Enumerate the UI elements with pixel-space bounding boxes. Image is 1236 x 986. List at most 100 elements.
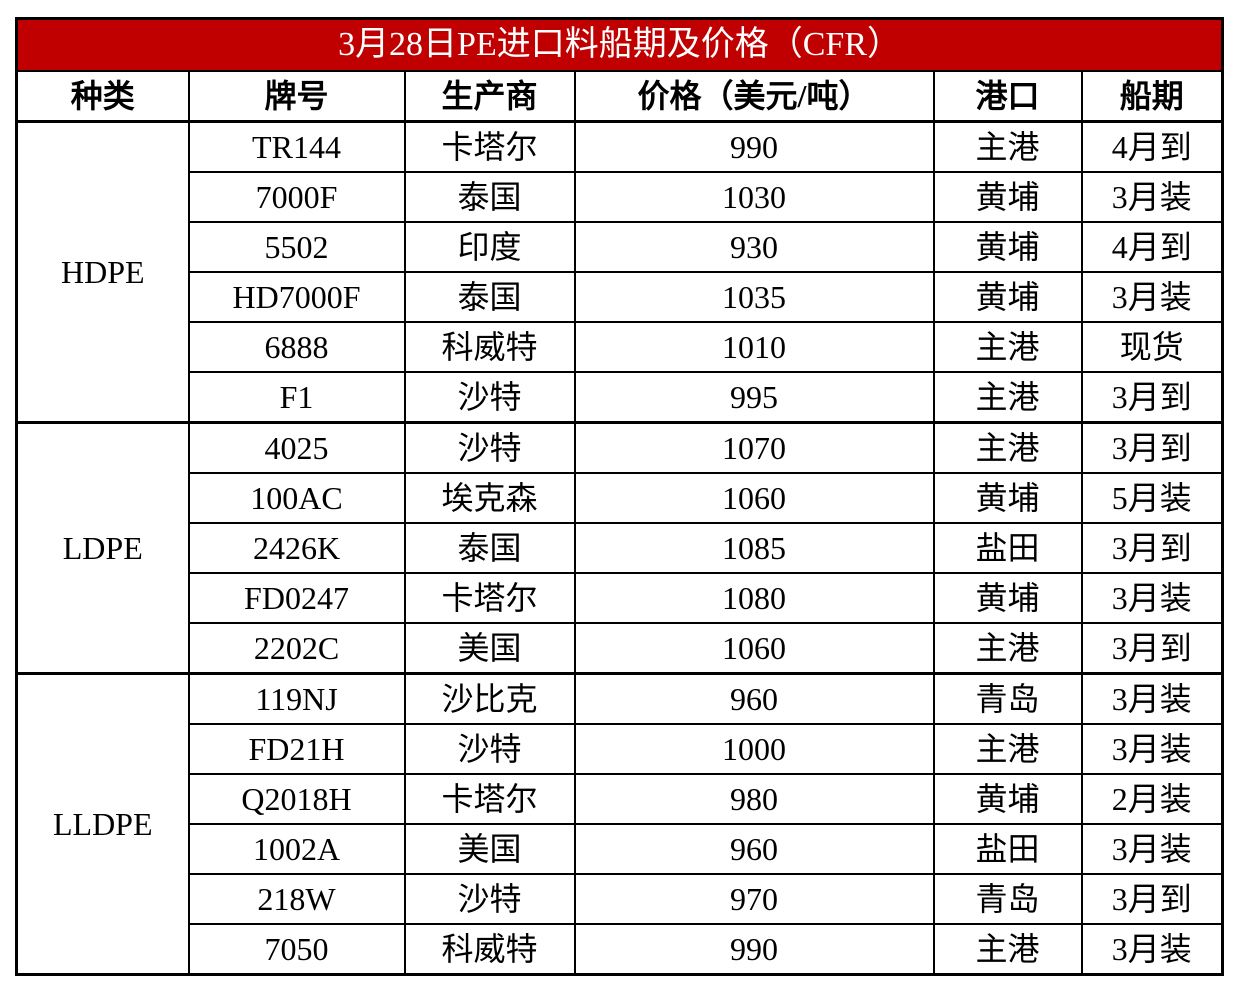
shipment-cell: 3月装 (1080, 723, 1224, 775)
shipment-cell: 3月到 (1080, 371, 1224, 424)
category-cell: LDPE (15, 421, 190, 675)
port-cell: 主港 (932, 321, 1083, 373)
grade-cell: 119NJ (187, 672, 406, 725)
grade-cell: TR144 (187, 120, 406, 173)
producer-cell: 卡塔尔 (403, 120, 576, 173)
shipment-cell: 3月装 (1080, 271, 1224, 323)
grade-cell: F1 (187, 371, 406, 424)
data-row: 7050 科威特 990 主港 3月装 (17, 923, 1224, 976)
data-row: 6888 科威特 1010 主港 现货 (17, 321, 1224, 373)
category-cell: HDPE (15, 120, 190, 424)
price-cell: 970 (573, 873, 935, 925)
shipment-cell: 3月到 (1080, 421, 1224, 474)
port-cell: 主港 (932, 923, 1083, 976)
price-cell: 990 (573, 120, 935, 173)
shipment-cell: 3月到 (1080, 522, 1224, 574)
price-cell: 1030 (573, 171, 935, 223)
data-row: 100AC 埃克森 1060 黄埔 5月装 (17, 472, 1224, 524)
data-row: 1002A 美国 960 盐田 3月装 (17, 823, 1224, 875)
port-cell: 主港 (932, 622, 1083, 675)
shipment-cell: 现货 (1080, 321, 1224, 373)
data-row: FD21H 沙特 1000 主港 3月装 (17, 723, 1224, 775)
title-row: 3月28日PE进口料船期及价格（CFR） (15, 17, 1224, 72)
port-cell: 主港 (932, 421, 1083, 474)
price-cell: 990 (573, 923, 935, 976)
producer-cell: 沙比克 (403, 672, 576, 725)
category-cell: LLDPE (15, 672, 190, 976)
data-row: LLDPE 119NJ 沙比克 960 青岛 3月装 (15, 672, 1224, 976)
price-cell: 1035 (573, 271, 935, 323)
port-cell: 黄埔 (932, 271, 1083, 323)
producer-cell: 印度 (403, 221, 576, 273)
port-cell: 青岛 (932, 672, 1083, 725)
shipment-cell: 2月装 (1080, 773, 1224, 825)
shipment-cell: 3月装 (1080, 171, 1224, 223)
data-row: LDPE 4025 沙特 1070 主港 3月到 (15, 421, 1224, 675)
port-cell: 黄埔 (932, 572, 1083, 624)
port-cell: 主港 (932, 723, 1083, 775)
price-cell: 980 (573, 773, 935, 825)
price-cell: 960 (573, 823, 935, 875)
data-row: HDPE TR144 卡塔尔 990 主港 4月到 (15, 120, 1224, 424)
price-table: 3月28日PE进口料船期及价格（CFR） 种类 牌号 生产商 价格（美元/吨） 港口 船期… (15, 17, 1225, 976)
data-row: F1 沙特 995 主港 3月到 (17, 371, 1224, 424)
data-row: 2426K 泰国 1085 盐田 3月到 (17, 522, 1224, 574)
data-row: FD0247 卡塔尔 1080 黄埔 3月装 (17, 572, 1224, 624)
grade-cell: 4025 (187, 421, 406, 474)
port-cell: 黄埔 (932, 773, 1083, 825)
producer-cell: 沙特 (403, 371, 576, 424)
grade-cell: FD0247 (187, 572, 406, 624)
price-cell: 930 (573, 221, 935, 273)
grade-cell: 1002A (187, 823, 406, 875)
grade-cell: FD21H (187, 723, 406, 775)
shipment-cell: 4月到 (1080, 221, 1224, 273)
grade-cell: 7050 (187, 923, 406, 976)
header-cell: 船期 (1080, 70, 1224, 123)
grade-cell: 218W (187, 873, 406, 925)
data-row: Q2018H 卡塔尔 980 黄埔 2月装 (17, 773, 1224, 825)
price-cell: 960 (573, 672, 935, 725)
table-body: 3月28日PE进口料船期及价格（CFR） 种类 牌号 生产商 价格（美元/吨） 港口 船期… (15, 17, 1224, 976)
producer-cell: 泰国 (403, 171, 576, 223)
shipment-cell: 3月装 (1080, 923, 1224, 976)
shipment-cell: 3月装 (1080, 823, 1224, 875)
producer-cell: 卡塔尔 (403, 773, 576, 825)
price-cell: 1060 (573, 472, 935, 524)
port-cell: 盐田 (932, 823, 1083, 875)
producer-cell: 泰国 (403, 271, 576, 323)
grade-cell: 6888 (187, 321, 406, 373)
producer-cell: 埃克森 (403, 472, 576, 524)
header-cell: 种类 (15, 70, 190, 123)
data-row: 2202C 美国 1060 主港 3月到 (17, 622, 1224, 675)
port-cell: 青岛 (932, 873, 1083, 925)
data-row: 218W 沙特 970 青岛 3月到 (17, 873, 1224, 925)
producer-cell: 泰国 (403, 522, 576, 574)
producer-cell: 沙特 (403, 421, 576, 474)
shipment-cell: 4月到 (1080, 120, 1224, 173)
producer-cell: 科威特 (403, 923, 576, 976)
header-cell: 港口 (932, 70, 1083, 123)
header-cell: 牌号 (187, 70, 406, 123)
shipment-cell: 3月到 (1080, 622, 1224, 675)
producer-cell: 沙特 (403, 723, 576, 775)
port-cell: 主港 (932, 120, 1083, 173)
price-cell: 1085 (573, 522, 935, 574)
price-cell: 995 (573, 371, 935, 424)
grade-cell: 2426K (187, 522, 406, 574)
port-cell: 主港 (932, 371, 1083, 424)
grade-cell: 2202C (187, 622, 406, 675)
grade-cell: 100AC (187, 472, 406, 524)
data-row: 5502 印度 930 黄埔 4月到 (17, 221, 1224, 273)
shipment-cell: 3月到 (1080, 873, 1224, 925)
producer-cell: 美国 (403, 622, 576, 675)
port-cell: 黄埔 (932, 472, 1083, 524)
header-row: 种类 牌号 生产商 价格（美元/吨） 港口 船期 (15, 70, 1224, 123)
producer-cell: 沙特 (403, 873, 576, 925)
price-cell: 1070 (573, 421, 935, 474)
header-cell: 生产商 (403, 70, 576, 123)
table-title: 3月28日PE进口料船期及价格（CFR） (15, 17, 1224, 72)
grade-cell: HD7000F (187, 271, 406, 323)
grade-cell: 5502 (187, 221, 406, 273)
port-cell: 黄埔 (932, 221, 1083, 273)
